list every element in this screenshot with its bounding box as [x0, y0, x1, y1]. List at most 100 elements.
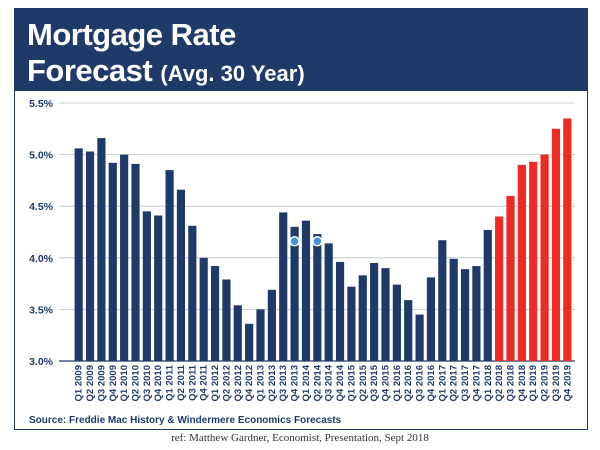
bar [426, 277, 436, 361]
bar [290, 226, 299, 361]
bar [472, 266, 481, 361]
x-tick-label: Q1 2014 [301, 364, 312, 401]
x-tick-label: Q2 2009 [85, 365, 96, 401]
highlight-marker [312, 236, 323, 247]
reference-note: ref: Matthew Gardner, Economist, Present… [171, 432, 429, 444]
x-tick-label: Q4 2011 [199, 364, 210, 401]
bar [313, 234, 322, 361]
x-tick-label: Q2 2011 [176, 364, 187, 401]
x-tick-label: Q3 2017 [460, 365, 471, 401]
y-tick-label: 5.5% [29, 98, 54, 110]
bar [301, 220, 311, 361]
x-tick-label: Q1 2012 [210, 365, 221, 401]
x-tick-label: Q1 2010 [119, 365, 130, 401]
x-tick-label: Q2 2017 [449, 365, 460, 401]
bar [381, 268, 390, 361]
bar [529, 161, 538, 361]
bar [245, 323, 254, 361]
bar [370, 262, 379, 361]
bar [495, 216, 504, 361]
highlight-marker [289, 236, 300, 247]
bar [142, 211, 151, 361]
chart-header: Mortgage Rate Forecast (Avg. 30 Year) [15, 9, 587, 91]
bar [165, 170, 174, 361]
y-tick-label: 3.0% [29, 356, 54, 368]
x-tick-label: Q4 2009 [108, 365, 119, 401]
bar [483, 229, 492, 361]
x-tick-label: Q1 2009 [74, 365, 85, 401]
chart-subtitle: (Avg. 30 Year) [160, 61, 305, 86]
bar [199, 257, 208, 361]
x-tick-label: Q2 2010 [131, 365, 142, 401]
y-tick-label: 4.0% [29, 253, 54, 265]
bar [188, 225, 197, 361]
x-tick-label: Q2 2014 [312, 364, 323, 401]
x-tick-label: Q4 2014 [335, 364, 346, 401]
bar [335, 261, 345, 361]
chart-title-line-1: Mortgage Rate [27, 17, 236, 52]
source-note: Source: Freddie Mac History & Windermere… [29, 415, 342, 426]
bar [540, 154, 549, 361]
bar [563, 118, 572, 361]
bar [449, 258, 458, 361]
bar [222, 279, 231, 361]
bar [506, 195, 515, 361]
x-tick-label: Q2 2015 [358, 364, 369, 401]
y-tick-label: 4.5% [29, 201, 54, 213]
chart-title-line-2: Forecast (Avg. 30 Year) [27, 53, 305, 89]
bar-chart: 3.0%3.5%4.0%4.5%5.0%5.5%Q1 2009 Q2 2009 Q3… [29, 98, 575, 401]
bar [85, 151, 95, 361]
bar [267, 289, 276, 361]
x-tick-label: Q4 2017 [471, 365, 482, 401]
x-tick-label: Q3 2013 [278, 365, 289, 401]
bar [74, 148, 83, 361]
bar [415, 314, 424, 361]
chart-title-forecast: Forecast [27, 53, 153, 88]
bar [97, 138, 106, 361]
bar [392, 284, 401, 361]
bar [324, 243, 333, 361]
bar [154, 215, 163, 361]
x-tick-label: Q4 2012 [244, 365, 255, 401]
x-tick-label: Q1 2011 [165, 364, 176, 401]
x-tick-label: Q1 2013 [256, 365, 267, 401]
bar [438, 240, 447, 361]
bar [256, 309, 265, 361]
bar [131, 163, 140, 361]
y-tick-label: 3.5% [29, 304, 54, 316]
bar [176, 189, 186, 361]
bar [108, 162, 117, 361]
bar [517, 164, 526, 361]
x-tick-label: Q3 2015 [369, 364, 380, 401]
x-tick-label: Q3 2016 [415, 365, 426, 401]
x-tick-label: Q3 2019 [551, 365, 562, 401]
x-tick-label: Q3 2014 [324, 364, 335, 401]
x-tick-label: Q1 2017 [437, 365, 448, 401]
x-tick-label: Q4 2019 [562, 365, 573, 401]
x-tick-label: Q1 2016 [392, 365, 403, 401]
x-tick-label: Q3 2011 [187, 364, 198, 401]
x-tick-label: Q2 2016 [403, 365, 414, 401]
x-tick-label: Q3 2018 [506, 365, 517, 401]
bar [404, 300, 413, 361]
y-tick-label: 5.0% [29, 150, 54, 162]
bar [460, 269, 470, 361]
x-tick-label: Q1 2019 [528, 365, 539, 401]
x-tick-label: Q2 2013 [267, 365, 278, 401]
bar [279, 212, 288, 361]
x-tick-label: Q2 2019 [540, 365, 551, 401]
bar [210, 266, 220, 361]
x-tick-label: Q4 2015 [381, 364, 392, 401]
x-tick-label: Q1 2015 [346, 364, 357, 401]
x-tick-label: Q4 2018 [517, 365, 528, 401]
bar [551, 128, 561, 361]
bar [120, 154, 129, 361]
x-tick-label: Q2 2012 [221, 365, 232, 401]
x-tick-label: Q3 2009 [96, 365, 107, 401]
x-tick-label: Q2 2018 [494, 365, 505, 401]
x-tick-label: Q3 2010 [142, 365, 153, 401]
chart-frame: Mortgage Rate Forecast (Avg. 30 Year) 3.… [14, 8, 588, 430]
x-tick-label: Q3 2012 [233, 365, 244, 401]
x-tick-label: Q1 2018 [483, 365, 494, 401]
x-tick-label: Q4 2013 [290, 365, 301, 401]
